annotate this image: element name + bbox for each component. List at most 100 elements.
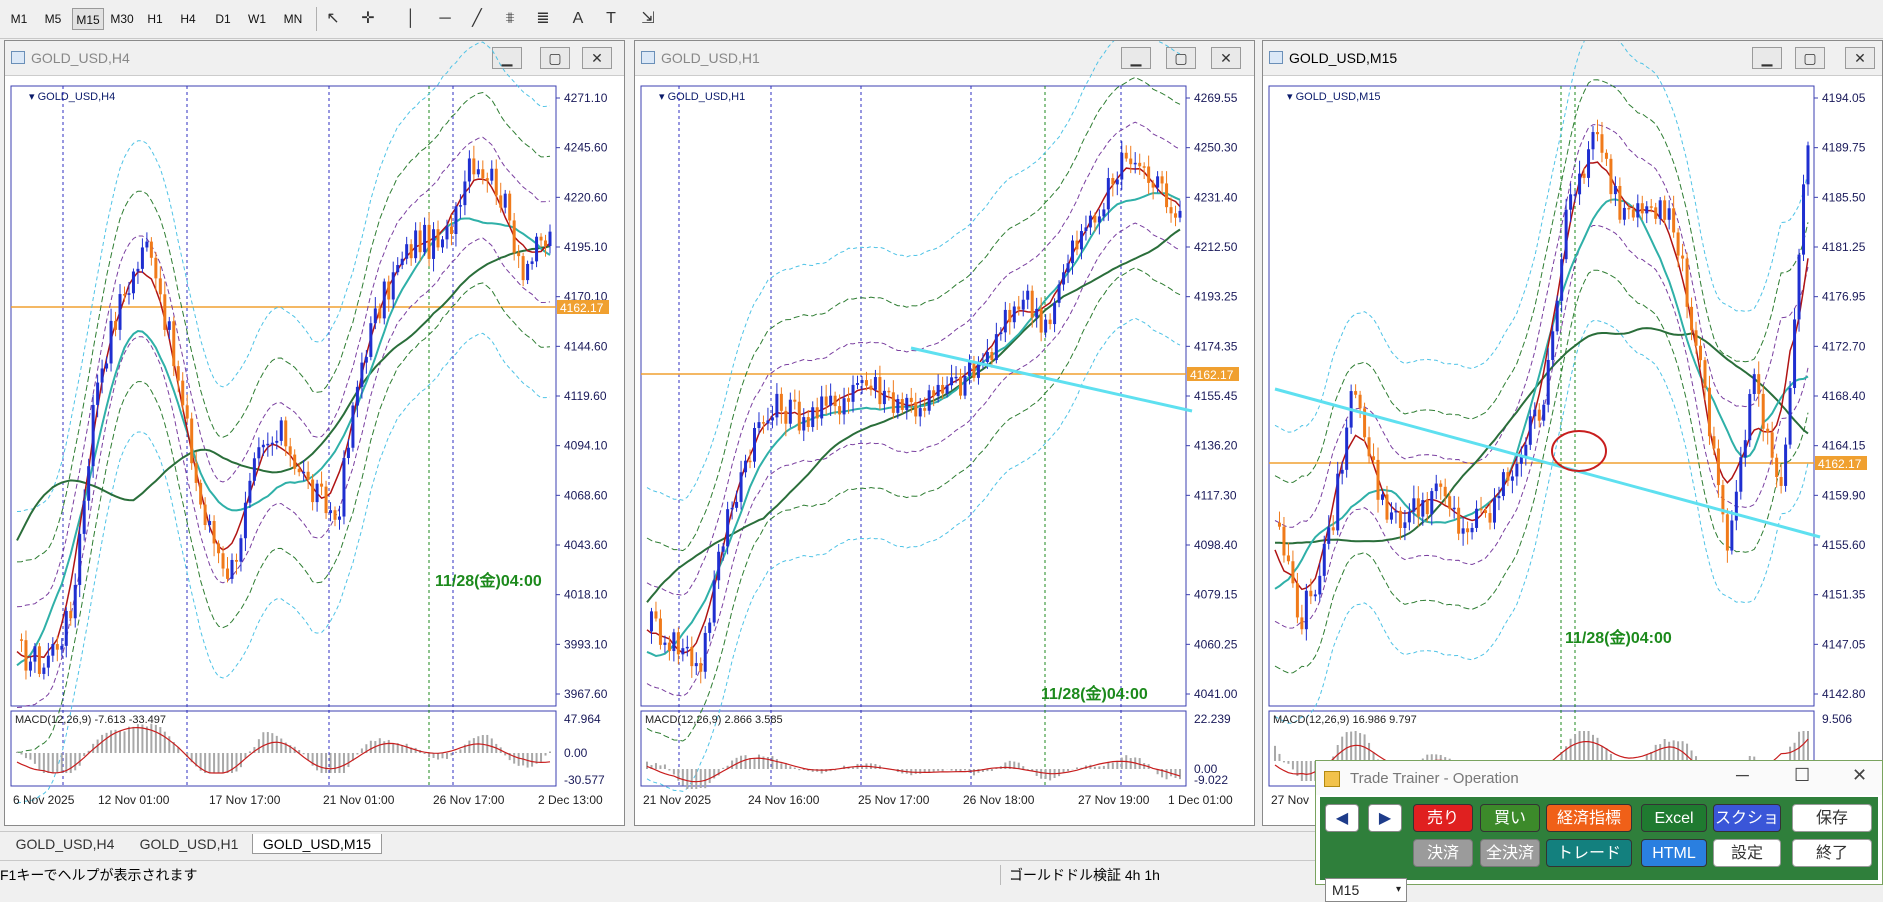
candle-body <box>1802 184 1806 255</box>
bollinger-band <box>16 41 551 512</box>
chart-window-h1[interactable]: GOLD_USD,H1 ▁ ▢ ✕ ▾ GOLD_USD,H1 4269.55 42… <box>634 40 1255 826</box>
close-icon[interactable]: ✕ <box>1852 765 1868 785</box>
fibo-retracement-icon[interactable]: ≣ <box>536 10 550 27</box>
text-label-icon[interactable]: T <box>606 10 616 27</box>
tab-gold-h1[interactable]: GOLD_USD,H1 <box>139 836 239 852</box>
fast-moving-average <box>16 178 551 659</box>
minimize-button[interactable]: ▁ <box>1752 47 1782 69</box>
vertical-line-icon[interactable]: │ <box>406 10 416 27</box>
chart-window-h4[interactable]: GOLD_USD,H4 ▁ ▢ ✕ ▾ GOLD_USD,H4 4271.10 42… <box>4 40 625 826</box>
timeframe-h1[interactable]: H1 <box>147 12 163 26</box>
horizontal-line-icon[interactable]: ─ <box>439 10 451 27</box>
candle-body <box>1035 308 1039 318</box>
timeframe-m15[interactable]: M15 <box>72 8 104 30</box>
timeframe-select[interactable]: M15 ▾ <box>1325 878 1407 902</box>
price-tag: 4162.17 <box>1815 456 1867 471</box>
candle-body <box>234 559 238 562</box>
sell-button[interactable]: 売り <box>1413 804 1473 832</box>
candle-body <box>28 661 32 671</box>
fibo-channel-icon[interactable]: ⩨ <box>505 10 515 27</box>
candle-body <box>400 258 404 266</box>
close-button[interactable]: ✕ <box>1845 47 1875 69</box>
minimize-button[interactable]: ▁ <box>1121 47 1151 69</box>
candle-body <box>1138 162 1142 167</box>
next-bar-button[interactable]: ▶ <box>1368 804 1402 832</box>
macd-axis-label: -30.577 <box>564 773 605 787</box>
candle-body <box>1640 203 1644 214</box>
maximize-button[interactable]: ▢ <box>1795 47 1825 69</box>
bollinger-band <box>1274 224 1809 629</box>
window-titlebar[interactable]: GOLD_USD,M15 ▁ ▢ ✕ <box>1263 41 1882 76</box>
candle-body <box>252 458 256 481</box>
x-axis-label: 24 Nov 16:00 <box>748 793 820 807</box>
html-button[interactable]: HTML <box>1641 839 1707 867</box>
price-chart[interactable]: ▾ GOLD_USD,H1 4269.55 4250.30 4231.40 4212.5… <box>635 41 1255 826</box>
candle-body <box>936 384 940 396</box>
candle-body <box>87 466 91 501</box>
candle-body <box>770 417 774 421</box>
candle-body <box>1748 394 1752 441</box>
trade-trainer-titlebar[interactable]: Trade Trainer - Operation ─ ☐ ✕ <box>1316 761 1882 795</box>
window-titlebar[interactable]: GOLD_USD,H1 ▁ ▢ ✕ <box>635 41 1254 76</box>
candle-body <box>676 632 680 655</box>
trade-panel: ◀ ▶ 売り 買い 経済指標 Excel スクショ 保存 M15 ▾ 決済 全決済… <box>1320 797 1878 902</box>
settings-button[interactable]: 設定 <box>1713 839 1781 867</box>
candle-body <box>154 257 158 279</box>
candle-body <box>1165 183 1169 208</box>
cursor-icon[interactable]: ↖ <box>326 10 340 27</box>
settle-all-button[interactable]: 全決済 <box>1480 839 1540 867</box>
save-button[interactable]: 保存 <box>1792 804 1872 832</box>
trade-trainer-window[interactable]: Trade Trainer - Operation ─ ☐ ✕ ◀ ▶ 売り 買… <box>1315 760 1883 902</box>
candle-body <box>1286 555 1290 562</box>
prev-bar-button[interactable]: ◀ <box>1325 804 1359 832</box>
screenshot-button[interactable]: スクショ <box>1713 804 1781 832</box>
price-chart[interactable]: ▾ GOLD_USD,H4 4271.10 4245.60 4220.60 4195.1… <box>5 41 625 826</box>
candle-body <box>1372 456 1376 460</box>
maximize-button[interactable]: ▢ <box>540 47 570 69</box>
tab-gold-h4[interactable]: GOLD_USD,H4 <box>15 836 115 852</box>
exit-button[interactable]: 終了 <box>1792 839 1872 867</box>
chart-window-m15[interactable]: GOLD_USD,M15 ▁ ▢ ✕ ▾ GOLD_USD,M15 4194.05… <box>1262 40 1883 826</box>
crosshair-icon[interactable]: ✛ <box>361 10 375 27</box>
maximize-icon[interactable]: ☐ <box>1794 765 1811 785</box>
economic-indicators-button[interactable]: 経済指標 <box>1546 804 1632 832</box>
candle-body <box>324 486 328 514</box>
text-icon[interactable]: A <box>572 10 584 27</box>
candle-body <box>820 396 824 419</box>
close-button[interactable]: ✕ <box>1211 47 1241 69</box>
candle-body <box>1515 463 1519 477</box>
timeframe-m30[interactable]: M30 <box>110 12 134 26</box>
trendline <box>1274 387 1821 539</box>
candle-body <box>896 399 900 413</box>
excel-button[interactable]: Excel <box>1641 804 1707 832</box>
shapes-menu-icon[interactable]: ⇲ <box>641 10 655 27</box>
trendline-icon[interactable]: ╱ <box>472 10 482 27</box>
timeframe-w1[interactable]: W1 <box>248 12 266 26</box>
settle-button[interactable]: 決済 <box>1413 839 1473 867</box>
candle-body <box>1510 476 1514 481</box>
candle-body <box>681 648 685 655</box>
minimize-icon[interactable]: ─ <box>1736 765 1749 785</box>
price-chart[interactable]: ▾ GOLD_USD,M15 4194.05 4189.75 4185.50 4181.… <box>1263 41 1883 826</box>
x-axis-label: 27 Nov 19:00 <box>1078 793 1150 807</box>
candle-body <box>320 483 324 487</box>
trade-button[interactable]: トレード <box>1546 839 1632 867</box>
candle-body <box>708 622 712 633</box>
maximize-button[interactable]: ▢ <box>1166 47 1196 69</box>
candle-body <box>1694 330 1698 346</box>
timeframe-h4[interactable]: H4 <box>180 12 196 26</box>
timeframe-d1[interactable]: D1 <box>215 12 231 26</box>
buy-button[interactable]: 買い <box>1480 804 1540 832</box>
candle-body <box>181 380 185 406</box>
candle-body <box>432 229 436 259</box>
y-axis-label: 4142.80 <box>1822 687 1866 701</box>
candle-body <box>909 397 913 403</box>
timeframe-mn[interactable]: MN <box>283 12 303 26</box>
window-titlebar[interactable]: GOLD_USD,H4 ▁ ▢ ✕ <box>5 41 624 76</box>
tab-gold-m15[interactable]: GOLD_USD,M15 <box>252 834 382 854</box>
timeframe-m1[interactable]: M1 <box>10 12 28 26</box>
x-axis-label: 25 Nov 17:00 <box>858 793 930 807</box>
close-button[interactable]: ✕ <box>582 47 612 69</box>
timeframe-m5[interactable]: M5 <box>44 12 62 26</box>
y-axis-label: 4245.60 <box>564 141 608 155</box>
